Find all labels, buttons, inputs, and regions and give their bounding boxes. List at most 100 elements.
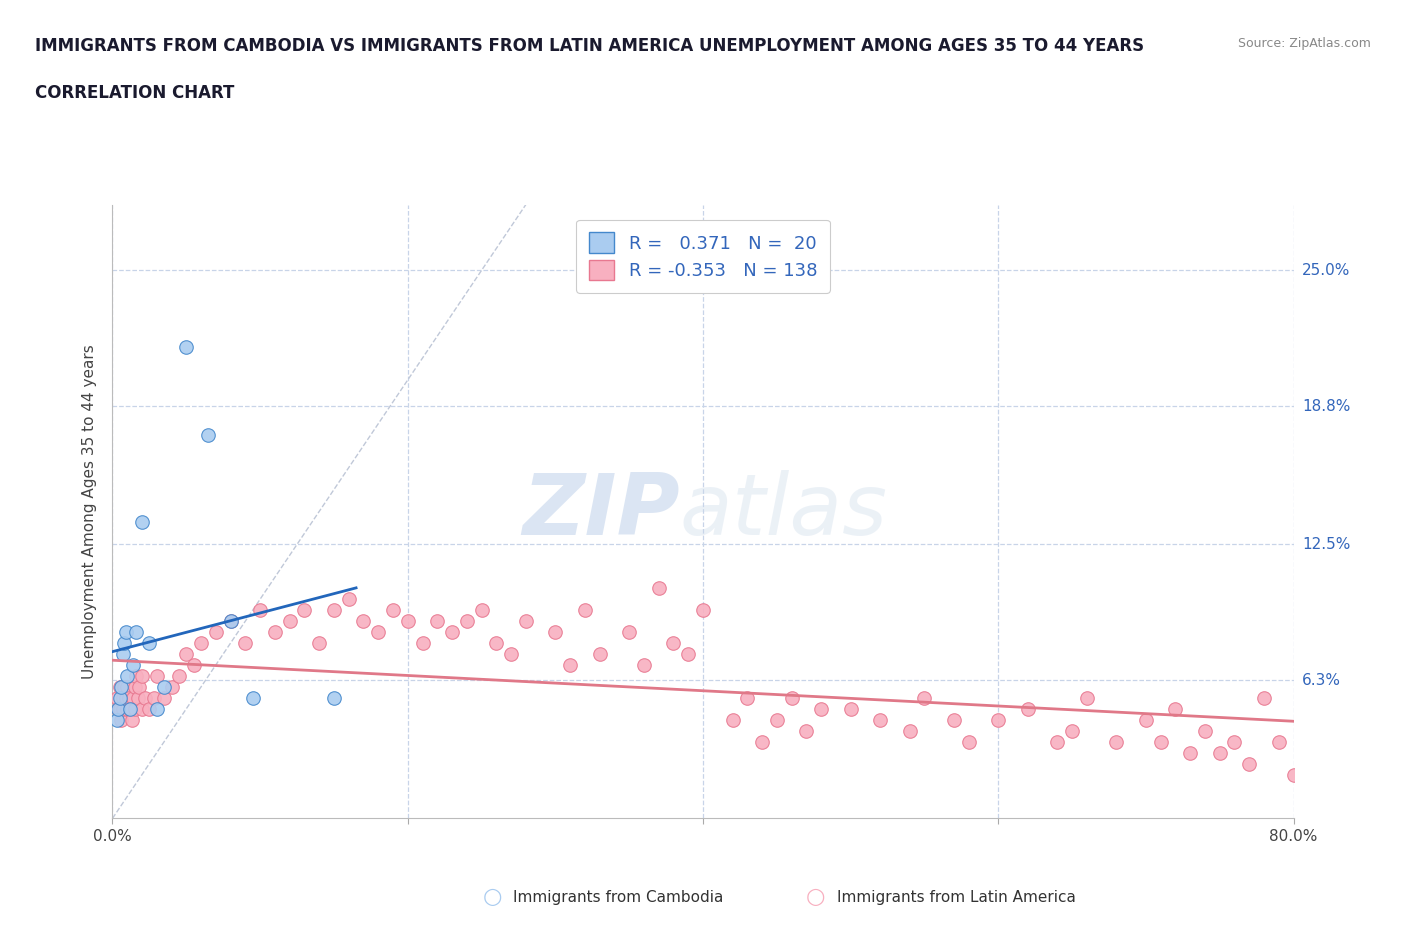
Text: ZIP: ZIP (522, 470, 679, 553)
Point (128, 680, 150, 695)
Point (219, 614, 242, 629)
Point (869, 712, 891, 727)
Point (1253, 690, 1275, 705)
Point (112, 680, 135, 695)
Point (692, 603, 714, 618)
Point (766, 712, 789, 727)
Text: 25.0%: 25.0% (1302, 263, 1350, 278)
Point (1046, 735, 1069, 750)
Point (308, 635, 330, 650)
Point (619, 625, 641, 640)
Point (957, 735, 980, 750)
Point (153, 690, 176, 705)
Point (122, 690, 145, 705)
Point (142, 690, 165, 705)
Text: 12.5%: 12.5% (1302, 537, 1350, 551)
Point (987, 712, 1010, 727)
Point (737, 690, 759, 705)
Point (174, 339, 197, 354)
Y-axis label: Unemployment Among Ages 35 to 44 years: Unemployment Among Ages 35 to 44 years (82, 344, 97, 679)
Point (426, 614, 449, 629)
Point (574, 603, 596, 618)
Point (1076, 690, 1098, 705)
Point (249, 603, 271, 618)
Point (205, 625, 228, 640)
Point (485, 635, 508, 650)
Point (1239, 756, 1261, 771)
Point (501, 646, 523, 661)
Point (352, 614, 374, 629)
Point (810, 701, 832, 716)
Point (153, 680, 176, 695)
Point (278, 614, 301, 629)
Point (117, 701, 138, 716)
Point (1105, 735, 1128, 750)
Point (108, 690, 131, 705)
Point (292, 603, 315, 618)
Text: ○: ○ (482, 887, 502, 908)
Point (515, 614, 537, 629)
Point (114, 690, 136, 705)
Point (898, 724, 921, 738)
Point (120, 701, 142, 716)
Point (382, 603, 405, 618)
Point (114, 625, 136, 640)
Point (337, 591, 360, 606)
Point (412, 635, 434, 650)
Point (146, 701, 169, 716)
Point (1194, 724, 1216, 738)
Point (1017, 701, 1039, 716)
Point (219, 614, 242, 629)
Point (121, 712, 143, 727)
Point (396, 614, 419, 629)
Point (197, 428, 219, 443)
Point (124, 680, 146, 695)
Point (839, 701, 862, 716)
Point (1150, 735, 1173, 750)
Point (647, 580, 671, 596)
Point (1180, 745, 1202, 760)
Point (1223, 735, 1246, 750)
Point (588, 646, 610, 661)
Text: IMMIGRANTS FROM CAMBODIA VS IMMIGRANTS FROM LATIN AMERICA UNEMPLOYMENT AMONG AGE: IMMIGRANTS FROM CAMBODIA VS IMMIGRANTS F… (35, 37, 1144, 55)
Point (1164, 701, 1187, 716)
Point (117, 680, 138, 695)
Point (1268, 735, 1291, 750)
Point (138, 701, 160, 716)
Point (111, 701, 134, 716)
Point (323, 690, 346, 705)
Point (125, 669, 148, 684)
Point (1208, 745, 1232, 760)
Point (942, 712, 965, 727)
Text: Source: ZipAtlas.com: Source: ZipAtlas.com (1237, 37, 1371, 50)
Point (780, 690, 803, 705)
Point (190, 635, 212, 650)
Point (167, 669, 190, 684)
Text: Immigrants from Latin America: Immigrants from Latin America (837, 890, 1076, 905)
Point (662, 635, 685, 650)
Point (160, 680, 183, 695)
Point (914, 690, 936, 705)
Point (122, 658, 145, 672)
Point (544, 625, 567, 640)
Point (796, 724, 818, 738)
Legend: R =   0.371   N =  20, R = -0.353   N = 138: R = 0.371 N = 20, R = -0.353 N = 138 (576, 219, 830, 293)
Point (721, 712, 744, 727)
Point (107, 701, 129, 716)
Point (131, 515, 153, 530)
Point (1135, 712, 1157, 727)
Point (233, 635, 256, 650)
Point (751, 735, 773, 750)
Point (146, 669, 169, 684)
Point (441, 625, 464, 640)
Point (120, 701, 142, 716)
Point (124, 701, 146, 716)
Point (560, 658, 582, 672)
Point (110, 712, 132, 727)
Point (367, 625, 389, 640)
Point (131, 701, 153, 716)
Point (242, 690, 264, 705)
Point (125, 625, 148, 640)
Point (456, 614, 478, 629)
Point (105, 712, 128, 727)
